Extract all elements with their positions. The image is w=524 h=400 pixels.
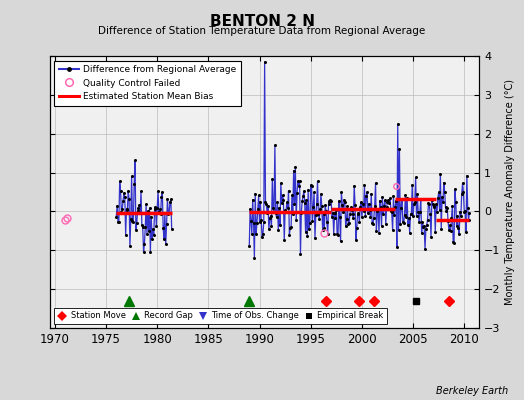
Text: Difference of Station Temperature Data from Regional Average: Difference of Station Temperature Data f… [99,26,425,36]
Text: BENTON 2 N: BENTON 2 N [210,14,314,29]
Legend: Station Move, Record Gap, Time of Obs. Change, Empirical Break: Station Move, Record Gap, Time of Obs. C… [54,308,387,324]
Y-axis label: Monthly Temperature Anomaly Difference (°C): Monthly Temperature Anomaly Difference (… [505,79,515,305]
Text: Berkeley Earth: Berkeley Earth [436,386,508,396]
